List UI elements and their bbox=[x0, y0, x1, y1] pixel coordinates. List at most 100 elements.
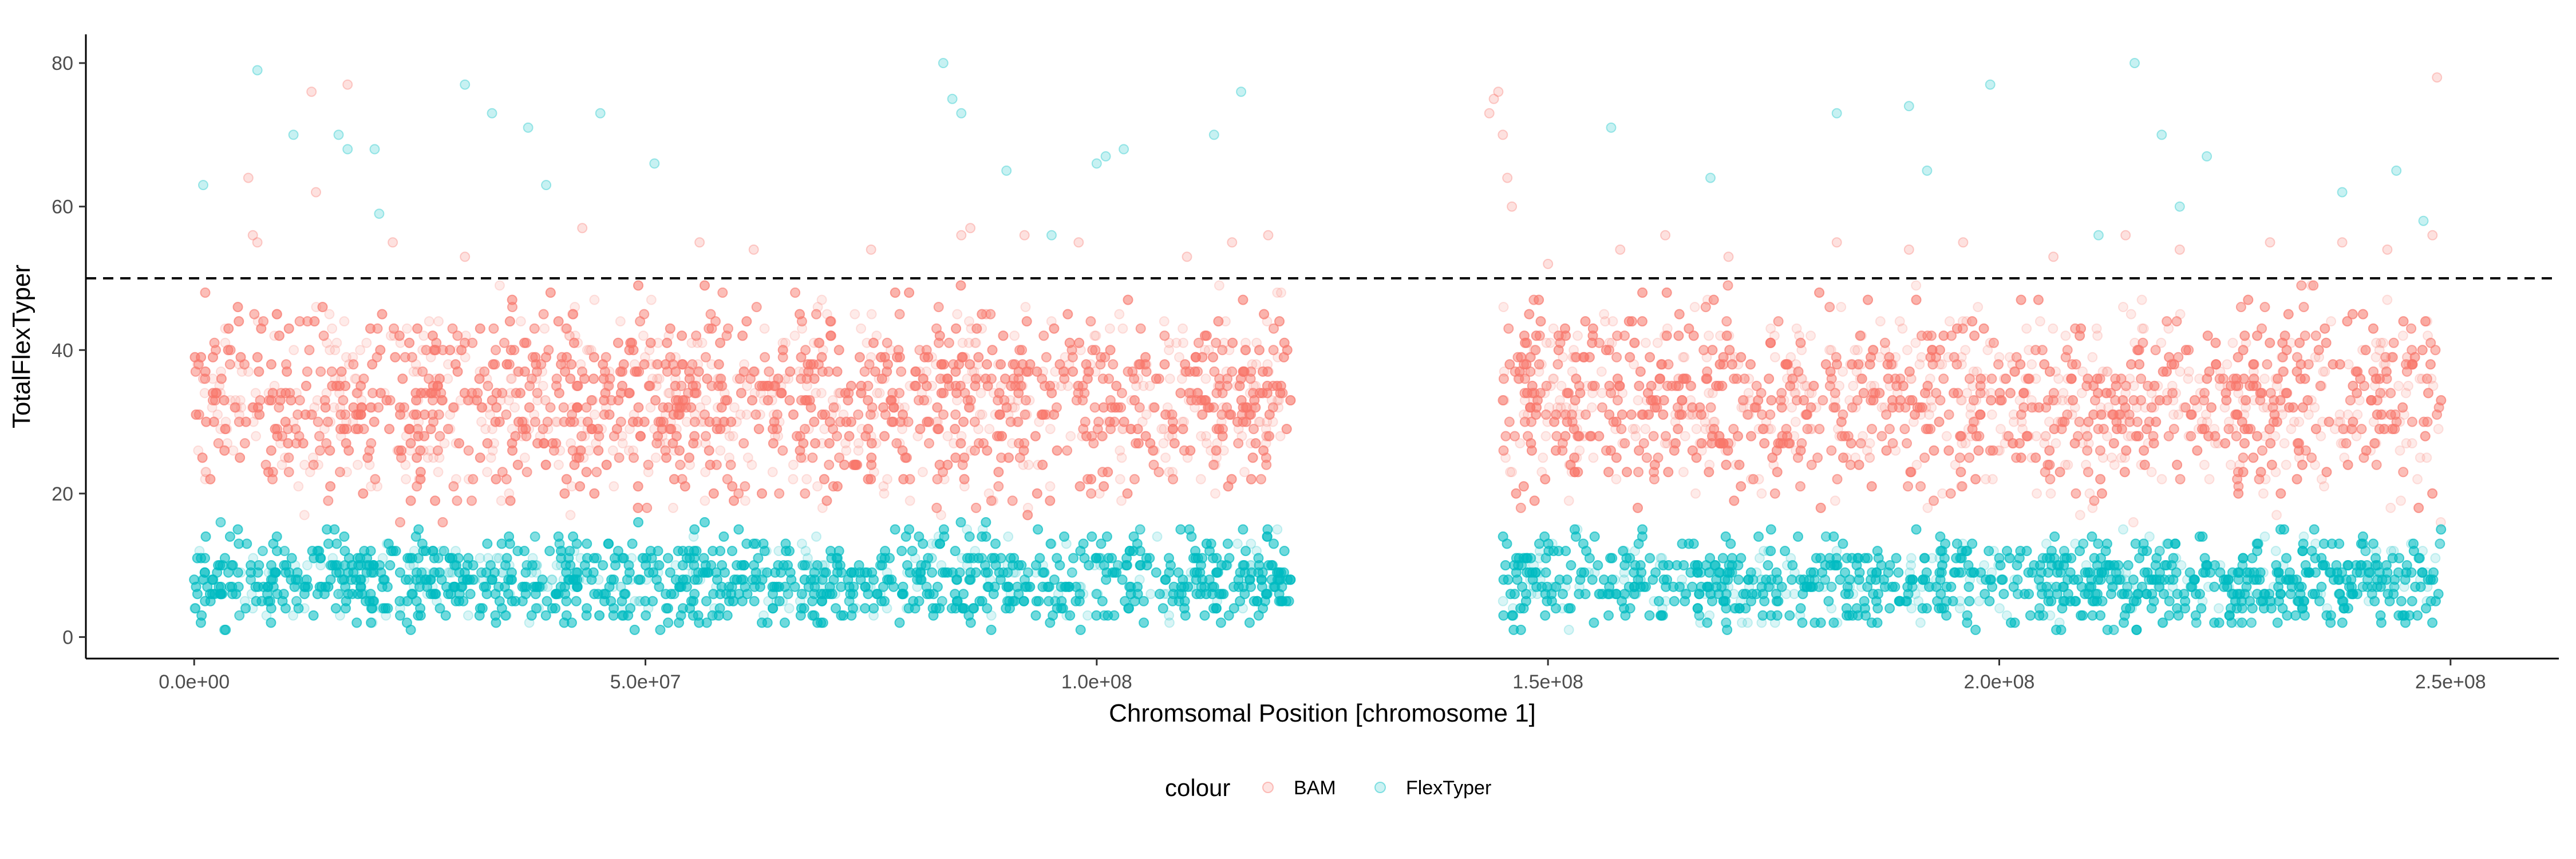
data-point bbox=[1597, 388, 1607, 399]
data-point bbox=[853, 445, 864, 456]
data-point bbox=[1164, 373, 1175, 384]
data-point bbox=[2370, 352, 2381, 362]
data-point bbox=[1159, 316, 1170, 327]
data-point bbox=[2317, 416, 2328, 427]
data-point bbox=[1791, 323, 1802, 334]
data-point bbox=[1276, 287, 1286, 298]
data-point bbox=[1702, 438, 1713, 449]
data-point bbox=[741, 409, 752, 420]
data-point bbox=[1160, 452, 1171, 463]
data-point bbox=[228, 445, 239, 456]
data-point bbox=[305, 409, 316, 420]
data-point bbox=[2318, 366, 2329, 377]
data-point bbox=[2183, 366, 2194, 377]
data-point bbox=[872, 388, 883, 399]
data-point bbox=[341, 352, 351, 362]
data-point bbox=[2227, 337, 2238, 348]
data-point bbox=[952, 309, 963, 320]
data-point bbox=[352, 459, 363, 470]
data-point bbox=[609, 481, 619, 492]
data-point bbox=[871, 330, 882, 341]
data-point bbox=[401, 474, 412, 484]
data-point bbox=[1633, 395, 1643, 405]
data-point bbox=[330, 345, 341, 356]
data-point bbox=[494, 280, 505, 291]
data-point bbox=[882, 474, 892, 484]
data-point bbox=[1966, 431, 1977, 442]
data-point bbox=[299, 510, 310, 521]
data-point bbox=[1554, 395, 1565, 405]
data-point bbox=[361, 337, 372, 348]
data-point bbox=[1640, 337, 1651, 348]
data-point bbox=[816, 294, 827, 305]
data-point bbox=[2087, 352, 2098, 362]
data-point bbox=[1210, 488, 1220, 499]
data-point bbox=[1117, 323, 1128, 334]
data-point bbox=[2286, 424, 2297, 435]
data-point bbox=[2040, 431, 2051, 442]
data-point bbox=[812, 481, 823, 492]
data-point bbox=[2334, 409, 2345, 420]
data-point bbox=[1045, 481, 1056, 492]
data-point bbox=[2403, 380, 2413, 391]
data-point bbox=[1973, 302, 1984, 313]
data-point bbox=[650, 452, 661, 463]
data-point bbox=[1104, 323, 1115, 334]
data-point bbox=[2281, 459, 2291, 470]
data-point bbox=[1704, 330, 1714, 341]
data-point bbox=[1897, 323, 1908, 334]
data-point bbox=[324, 309, 335, 320]
data-point bbox=[879, 488, 890, 499]
data-point bbox=[1596, 366, 1607, 377]
data-point bbox=[1736, 402, 1747, 413]
data-point bbox=[2125, 309, 2136, 320]
data-point bbox=[482, 467, 493, 478]
data-point bbox=[1091, 330, 1101, 341]
data-point bbox=[1874, 352, 1885, 362]
data-point bbox=[1652, 337, 1663, 348]
data-point bbox=[1864, 452, 1875, 463]
data-point bbox=[339, 316, 350, 327]
data-point bbox=[1791, 445, 1801, 456]
data-point bbox=[1538, 452, 1548, 463]
data-point bbox=[1195, 474, 1206, 484]
data-point bbox=[866, 431, 876, 442]
data-point bbox=[2375, 337, 2386, 348]
data-point bbox=[2034, 316, 2045, 327]
data-point bbox=[2279, 438, 2290, 449]
data-point bbox=[1914, 359, 1925, 370]
data-point bbox=[2199, 459, 2210, 470]
data-point bbox=[1158, 438, 1169, 449]
data-point bbox=[1020, 302, 1031, 313]
data-point bbox=[1156, 424, 1167, 435]
data-point bbox=[729, 402, 740, 413]
data-point bbox=[327, 323, 338, 334]
data-point bbox=[1627, 424, 1638, 435]
data-point bbox=[1850, 345, 1860, 356]
data-point bbox=[973, 359, 983, 370]
data-point bbox=[728, 431, 738, 442]
data-point bbox=[2294, 416, 2305, 427]
data-point bbox=[2118, 302, 2128, 313]
data-point bbox=[1696, 445, 1707, 456]
data-point bbox=[433, 316, 444, 327]
data-point bbox=[509, 402, 520, 413]
data-point bbox=[2192, 402, 2203, 413]
data-point bbox=[1689, 302, 1700, 313]
data-point bbox=[2204, 474, 2215, 484]
data-point bbox=[506, 373, 517, 384]
data-point bbox=[638, 330, 649, 341]
data-point bbox=[2109, 459, 2120, 470]
data-point bbox=[2258, 488, 2269, 499]
data-point bbox=[853, 438, 864, 449]
data-point bbox=[1617, 438, 1628, 449]
data-point bbox=[2393, 380, 2404, 391]
data-point bbox=[1864, 438, 1875, 449]
data-point bbox=[1864, 452, 1875, 463]
data-point bbox=[2045, 488, 2056, 499]
data-point bbox=[2168, 409, 2179, 420]
data-point bbox=[2026, 359, 2037, 370]
data-point bbox=[289, 345, 299, 356]
data-point bbox=[2421, 452, 2432, 463]
data-point bbox=[1690, 488, 1701, 499]
